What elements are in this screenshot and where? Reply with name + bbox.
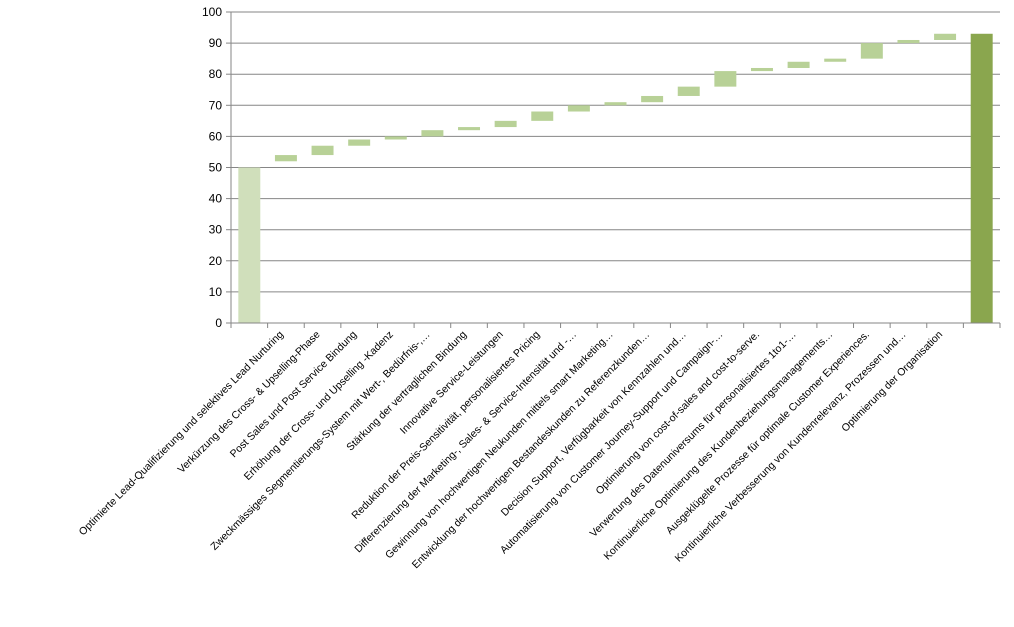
y-axis: 0 10 20 30 40 50 60 70 80 90 100 [202,5,232,330]
bar-step [458,127,481,131]
bar-step [860,43,883,59]
bar-step [311,145,334,156]
bar-step [604,102,627,106]
y-tick-label: 10 [209,285,223,299]
gridlines [231,11,1000,324]
y-tick-label: 80 [209,67,223,81]
y-tick-label: 0 [215,316,222,330]
bar-step [897,39,920,44]
y-tick-label: 40 [209,192,223,206]
bar-step [494,120,517,128]
y-tick-label: 50 [209,161,223,175]
y-tick-label: 20 [209,254,223,268]
bar-total [970,33,993,324]
bar-step [384,136,407,140]
bar-step [677,86,700,96]
bar-step [531,111,554,121]
bar-step [787,61,810,68]
x-category-label: Entwicklung der hochwertigen Bestandesku… [410,329,653,572]
bar-step [714,71,737,87]
y-tick-label: 60 [209,129,223,143]
bar-step [824,58,847,62]
y-tick-label: 90 [209,36,223,50]
y-tick-label: 70 [209,98,223,112]
x-axis: Optimierte Lead-Qualifizierung und selek… [77,322,1001,572]
bar-step [641,95,664,103]
bar-step [750,67,773,72]
bar-start [238,167,261,323]
bar-step [274,155,297,162]
y-tick-label: 30 [209,223,223,237]
bar-step [567,105,590,112]
y-tick-label: 100 [202,5,222,19]
bar-step [421,130,444,137]
bar-step [934,33,957,40]
bars [238,33,993,324]
bar-step [348,139,371,146]
